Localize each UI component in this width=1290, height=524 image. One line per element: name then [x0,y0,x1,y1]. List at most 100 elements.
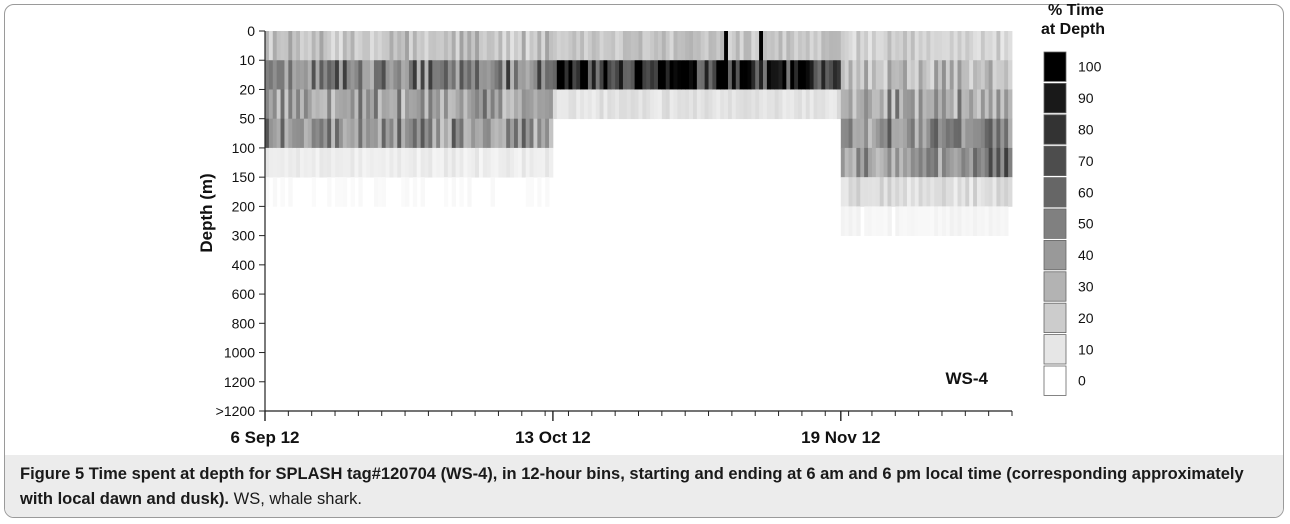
heatmap-cell [685,60,690,90]
heatmap-cell [906,89,912,120]
heatmap-cell [478,118,484,149]
heatmap-cell [451,147,457,178]
heatmap-cell [891,31,896,61]
heatmap-cell [774,31,779,61]
y-tick-label: 0 [247,23,255,39]
heatmap-cell [350,60,355,90]
heatmap-cell [319,60,324,90]
heatmap-cell [829,31,834,61]
heatmap-cell [459,89,464,120]
heatmap-cell [856,147,861,178]
heatmap-cell [961,31,966,61]
heatmap-cell [420,31,425,61]
heatmap-cell [821,60,826,90]
heatmap-cell [720,60,725,90]
heatmap-cell [467,118,472,149]
heatmap-cell [829,89,834,120]
heatmap-cell [377,147,383,178]
heatmap-cell [782,60,787,90]
heatmap-cell [533,147,538,178]
heatmap-cell [603,31,608,61]
legend-title-line2: at Depth [1041,21,1105,38]
heatmap-cell [630,60,636,90]
heatmap-cell [490,118,495,149]
heatmap-cell [525,89,530,120]
heatmap-cell [965,60,970,90]
heatmap-cell [381,60,387,90]
heatmap-cell [393,60,398,90]
heatmap-cell [529,177,534,207]
heatmap-cell [871,118,877,149]
heatmap-cell [350,89,355,120]
heatmap-cell [342,147,348,178]
heatmap-cell [922,118,927,149]
heatmap-cell [494,31,499,61]
heatmap-cell [381,147,387,178]
heatmap-cell [338,177,344,207]
heatmap-cell [926,206,931,237]
legend-swatch [1043,302,1067,334]
heatmap-cell [599,89,604,120]
heatmap-cell [961,177,966,207]
heatmap-cell [708,60,713,90]
heatmap-cell [354,147,359,178]
heatmap-cell [790,89,795,120]
heatmap-cell [813,60,818,90]
heatmap-cell [642,60,647,90]
heatmap-cell [922,31,927,61]
heatmap-cell [587,89,593,120]
heatmap-cell [646,60,651,90]
heatmap-cell [938,60,943,90]
heatmap-cell [265,89,270,120]
heatmap-cell [517,147,523,178]
heatmap-cell [906,177,912,207]
heatmap-cell [389,31,394,61]
heatmap-cell [521,147,527,178]
heatmap-cell [471,31,476,61]
heatmap-cell [549,60,554,90]
heatmap-cell [945,118,951,149]
heatmap-cell [926,147,931,178]
heatmap-cell [891,89,896,120]
heatmap-cell [918,118,923,149]
heatmap-cell [405,31,410,61]
heatmap-cell [268,31,274,61]
heatmap-cell [910,206,916,237]
heatmap-cell [443,31,449,61]
heatmap-cell [335,177,340,207]
heatmap-cell [727,31,733,61]
heatmap-cell [883,60,888,90]
heatmap-cell [560,89,565,120]
heatmap-cell [478,60,484,90]
heatmap-cell [852,89,857,120]
heatmap-cell [992,31,997,61]
heatmap-cell [370,89,375,120]
heatmap-cell [272,31,278,61]
heatmap-cell [362,118,367,149]
heatmap-cell [525,147,530,178]
heatmap-cell [973,31,978,61]
heatmap-cell [973,177,978,207]
heatmap-cell [840,60,846,90]
heatmap-cell [720,89,725,120]
heatmap-cell [673,31,678,61]
heatmap-cell [358,89,363,120]
heatmap-cell [766,89,772,120]
heatmap-cell [280,60,285,90]
heatmap-cell [405,177,410,207]
heatmap-cell [864,89,869,120]
heatmap-cell [875,118,881,149]
heatmap-cell [510,89,515,120]
heatmap-cell [327,177,332,207]
heatmap-cell [525,60,530,90]
heatmap-cell [490,177,495,207]
heatmap-cell [486,31,492,61]
heatmap-cell [311,31,316,61]
heatmap-cell [393,147,398,178]
heatmap-cell [381,89,387,120]
heatmap-cell [875,60,881,90]
heatmap-cell [622,89,628,120]
x-tick-label: 19 Nov 12 [801,428,880,447]
heatmap-cell [358,60,363,90]
heatmap-cell [988,206,993,237]
